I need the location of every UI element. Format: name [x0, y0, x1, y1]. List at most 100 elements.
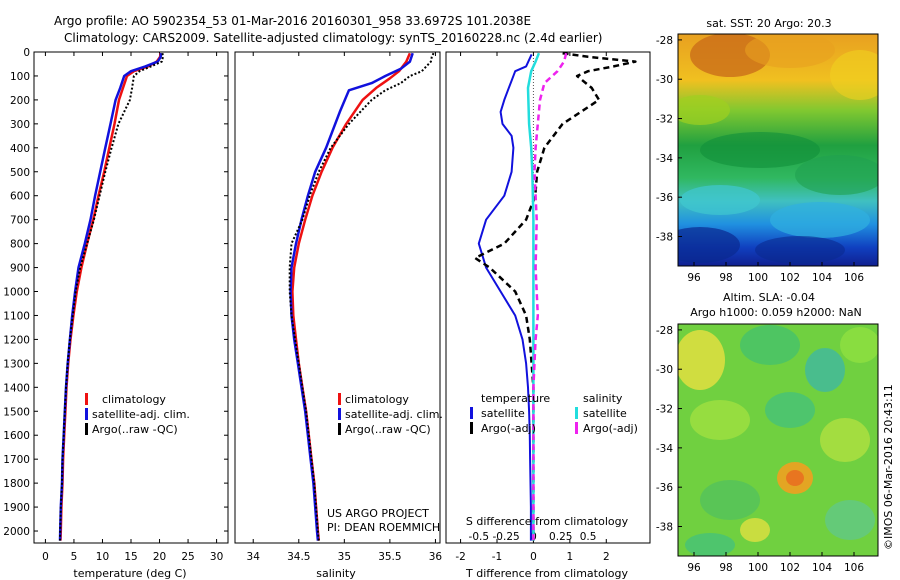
legend-header-temperature: temperature — [481, 392, 550, 405]
t-difference-x-axis: -2 -1 0 1 2 — [455, 52, 610, 563]
s-difference-tick-label: -0.5 — [469, 531, 490, 543]
depth-tick-label: 1000 — [3, 287, 30, 299]
argo-line — [59, 53, 164, 541]
salinity-tick-label: 35.5 — [378, 551, 401, 563]
depth-tick-label: 200 — [10, 95, 30, 107]
latitude-tick-label: -28 — [656, 35, 673, 47]
salinity-legend: climatology satellite-adj. clim. Argo(..… — [338, 393, 443, 436]
difference-panel: -2 -1 0 1 2 -0.5 -0.25 0 0.25 0.5 S difference f… — [445, 51, 651, 580]
depth-tick-label: 1400 — [3, 382, 30, 394]
latitude-tick-label: -32 — [656, 114, 673, 126]
sla-map-panel: Altim. SLA: -0.04 Argo h1000: 0.059 h200… — [656, 291, 879, 574]
legend-satellite-swatch — [338, 408, 341, 420]
legend-sal-argo: Argo(-adj) — [583, 422, 638, 435]
depth-tick-label: 400 — [10, 143, 30, 155]
latitude-tick-label: -36 — [656, 192, 673, 204]
depth-tick-label: 800 — [10, 239, 30, 251]
s-difference-tick-label: 0.25 — [549, 531, 572, 543]
sst-map-frame — [677, 33, 879, 267]
longitude-tick-label: 106 — [844, 562, 864, 574]
salinity-tick-label: 34.5 — [287, 551, 310, 563]
header-line2: Climatology: CARS2009. Satellite-adjuste… — [64, 31, 602, 45]
legend-sal-satellite: satellite — [583, 407, 627, 420]
sal-satellite-diff-line — [526, 52, 541, 541]
salinity-tick-label: 34 — [247, 551, 261, 563]
salinity-axis-label: salinity — [316, 567, 356, 580]
longitude-tick-label: 102 — [780, 272, 800, 284]
latitude-tick-label: -30 — [656, 364, 673, 376]
latitude-tick-label: -30 — [656, 74, 673, 86]
t-difference-tick-label: 1 — [567, 551, 574, 563]
longitude-tick-label: 98 — [719, 272, 732, 284]
temperature-tick-label: 25 — [181, 551, 194, 563]
longitude-tick-label: 104 — [812, 272, 832, 284]
legend-argo: Argo(..raw -QC) — [92, 423, 178, 436]
longitude-tick-label: 96 — [687, 272, 701, 284]
s-difference-tick-label: -0.25 — [493, 531, 520, 543]
temperature-tick-label: 30 — [210, 551, 223, 563]
t-difference-tick-label: -1 — [492, 551, 502, 563]
legend-satellite-swatch — [85, 408, 88, 420]
legend-sal-argo-swatch — [575, 422, 578, 434]
sla-map-subtitle: Argo h1000: 0.059 h2000: NaN — [690, 306, 862, 319]
temperature-axis-label: temperature (deg C) — [73, 567, 186, 580]
legend-argo-swatch — [338, 423, 341, 435]
latitude-tick-label: -28 — [656, 325, 673, 337]
legend-header-salinity: salinity — [583, 392, 623, 405]
sla-heatmap — [678, 324, 878, 556]
legend-satellite: satellite-adj. clim. — [92, 408, 190, 421]
header-line1: Argo profile: AO 5902354_53 01-Mar-2016 … — [54, 14, 531, 28]
t-difference-tick-label: 2 — [603, 551, 610, 563]
legend-climatology: climatology — [102, 393, 166, 406]
t-difference-tick-label: -2 — [455, 551, 465, 563]
depth-tick-label: 900 — [10, 263, 30, 275]
salinity-tick-label: 36 — [429, 551, 443, 563]
legend-climatology-swatch — [85, 393, 88, 405]
legend-sal-satellite-swatch — [575, 407, 578, 419]
s-difference-tick-label: 0.5 — [580, 531, 597, 543]
t-difference-axis-label: T difference from climatology — [465, 567, 628, 580]
longitude-tick-label: 104 — [812, 562, 832, 574]
legend-satellite: satellite-adj. clim. — [345, 408, 443, 421]
longitude-tick-label: 100 — [748, 272, 768, 284]
depth-tick-label: 600 — [10, 191, 30, 203]
temperature-legend: climatology satellite-adj. clim. Argo(..… — [85, 393, 190, 436]
temperature-panel: 0100200300400500600700800900100011001200… — [3, 47, 650, 580]
temp-satellite-diff-line — [477, 53, 533, 541]
latitude-tick-label: -36 — [656, 482, 673, 494]
depth-tick-label: 1200 — [3, 334, 30, 346]
latitude-tick-label: -38 — [656, 522, 673, 534]
imos-watermark: ©IMOS 06-Mar-2016 20:43:11 — [882, 384, 895, 550]
salinity-panel: 34 34.5 35 35.5 36 salinity climatology sate… — [234, 51, 443, 580]
salinity-tick-label: 35 — [338, 551, 351, 563]
legend-climatology: climatology — [345, 393, 409, 406]
legend-temp-argo: Argo(-adj) — [481, 422, 536, 435]
t-difference-tick-label: 0 — [530, 551, 537, 563]
project-annotation: US ARGO PROJECT — [327, 507, 429, 520]
s-difference-axis-label: S difference from climatology — [466, 515, 629, 528]
temperature-series — [58, 52, 164, 541]
sla-map-title: Altim. SLA: -0.04 — [723, 291, 815, 304]
difference-legend: temperature salinity satellite Argo(-adj… — [470, 392, 638, 435]
temperature-tick-label: 15 — [124, 551, 137, 563]
salinity-series — [288, 52, 435, 541]
temperature-tick-label: 0 — [42, 551, 49, 563]
depth-tick-label: 2000 — [3, 526, 30, 538]
depth-tick-label: 100 — [10, 71, 30, 83]
legend-temp-satellite: satellite — [481, 407, 525, 420]
legend-temp-argo-swatch — [470, 422, 473, 434]
longitude-tick-label: 106 — [844, 272, 864, 284]
latitude-tick-label: -34 — [656, 443, 673, 455]
latitude-tick-label: -38 — [656, 232, 673, 244]
depth-tick-label: 1300 — [3, 358, 30, 370]
depth-tick-label: 0 — [23, 47, 30, 59]
longitude-tick-label: 96 — [687, 562, 701, 574]
sst-heatmap — [678, 34, 878, 266]
depth-tick-label: 1500 — [3, 406, 30, 418]
argo-line — [288, 52, 435, 541]
sla-map-x-axis: 96 98 100 102 104 106 — [687, 552, 864, 574]
depth-tick-label: 700 — [10, 215, 30, 227]
legend-climatology-swatch — [338, 393, 341, 405]
temperature-tick-label: 10 — [96, 551, 109, 563]
depth-tick-label: 1900 — [3, 502, 30, 514]
